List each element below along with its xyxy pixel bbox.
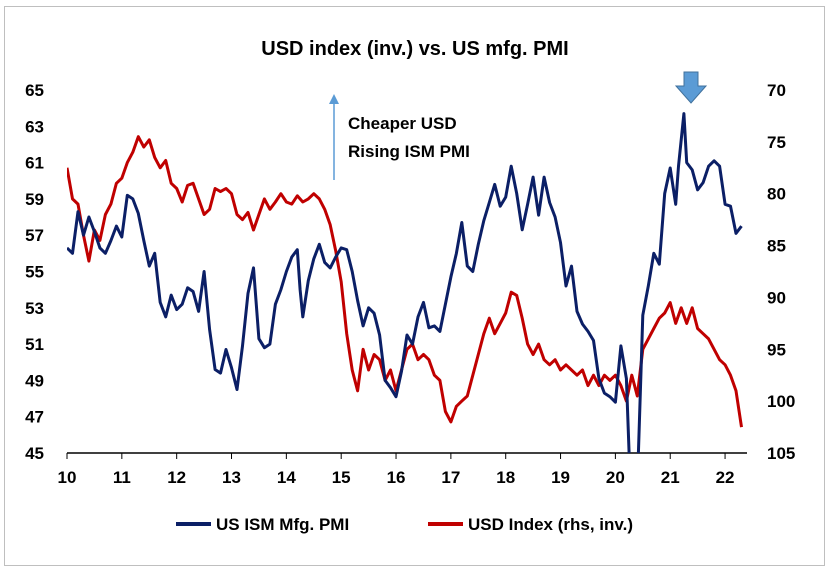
left-tick-label: 55 <box>25 263 44 282</box>
right-tick-label: 95 <box>767 340 786 359</box>
x-tick-label: 16 <box>387 468 406 487</box>
left-tick-label: 53 <box>25 299 44 318</box>
right-tick-label: 85 <box>767 237 786 256</box>
x-tick-label: 22 <box>716 468 735 487</box>
right-tick-label: 100 <box>767 392 795 411</box>
chart-title: USD index (inv.) vs. US mfg. PMI <box>261 38 568 60</box>
right-tick-label: 105 <box>767 444 795 463</box>
legend-label-pmi: US ISM Mfg. PMI <box>216 515 349 534</box>
left-tick-label: 61 <box>25 154 44 173</box>
x-tick-label: 14 <box>277 468 296 487</box>
left-tick-label: 47 <box>25 408 44 427</box>
left-axis-ticks: 65 63 61 59 57 55 53 51 49 47 45 <box>25 81 44 463</box>
annotation: Cheaper USD Rising ISM PMI <box>329 94 470 180</box>
left-tick-label: 65 <box>25 81 44 100</box>
right-tick-label: 80 <box>767 185 786 204</box>
right-tick-label: 75 <box>767 133 786 152</box>
x-tick-label: 12 <box>167 468 186 487</box>
highlight-arrow-icon <box>674 71 708 104</box>
x-tick-label: 15 <box>332 468 351 487</box>
left-tick-label: 51 <box>25 335 44 354</box>
series-line-us-ism-pmi <box>67 112 743 453</box>
left-tick-label: 45 <box>25 444 44 463</box>
right-tick-label: 70 <box>767 81 786 100</box>
x-tick-label: 13 <box>222 468 241 487</box>
series-group <box>67 112 743 453</box>
left-tick-label: 49 <box>25 371 44 390</box>
legend-label-usd: USD Index (rhs, inv.) <box>468 515 633 534</box>
x-tick-label: 19 <box>551 468 570 487</box>
x-tick-label: 17 <box>441 468 460 487</box>
annotation-line-1: Cheaper USD <box>348 114 457 133</box>
x-axis-ticks: 10 11 12 13 14 15 16 17 18 19 20 21 22 <box>58 453 735 487</box>
left-tick-label: 63 <box>25 117 44 136</box>
x-tick-label: 20 <box>606 468 625 487</box>
x-tick-label: 10 <box>58 468 77 487</box>
right-axis-ticks: 70 75 80 85 90 95 100 105 <box>767 81 795 463</box>
annotation-line-2: Rising ISM PMI <box>348 142 470 161</box>
annotation-arrow-head <box>329 94 339 104</box>
x-tick-label: 11 <box>113 468 131 487</box>
right-tick-label: 90 <box>767 288 786 307</box>
legend: US ISM Mfg. PMI USD Index (rhs, inv.) <box>176 515 633 534</box>
left-tick-label: 57 <box>25 226 44 245</box>
x-tick-label: 21 <box>661 468 680 487</box>
left-tick-label: 59 <box>25 190 44 209</box>
x-tick-label: 18 <box>496 468 515 487</box>
